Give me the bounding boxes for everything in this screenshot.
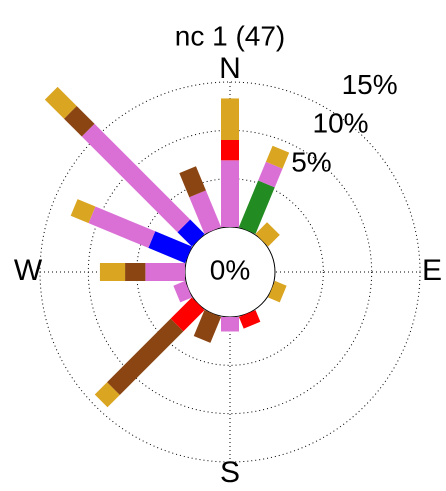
- bar-segment: [81, 123, 191, 233]
- bar-segment: [221, 140, 239, 161]
- grid-circle: [87, 129, 373, 415]
- direction-label: W: [14, 254, 43, 287]
- bar-segment: [255, 222, 280, 247]
- r-tick-label: 5%: [291, 146, 331, 177]
- bar-segment: [107, 318, 184, 395]
- direction-label: N: [219, 52, 241, 85]
- bar-segment: [148, 231, 192, 264]
- bar-segment: [193, 310, 222, 343]
- bar-segment: [88, 206, 156, 248]
- direction-label: S: [220, 456, 240, 489]
- r-tick-label: 0%: [210, 254, 250, 285]
- bar-segment: [189, 190, 222, 234]
- bar-segment: [268, 280, 287, 303]
- bar-segment: [170, 297, 205, 332]
- grid-circle: [39, 81, 421, 463]
- bar-segment: [238, 180, 275, 234]
- bar-segment: [179, 166, 206, 198]
- bar-segment: [265, 145, 290, 169]
- r-tick-label: 15%: [342, 69, 398, 100]
- chart-title: nc 1 (47): [175, 20, 286, 51]
- bar-segment: [44, 86, 77, 119]
- bar-segment: [94, 382, 120, 408]
- bar-segment: [238, 310, 261, 329]
- bar-segment: [258, 161, 283, 188]
- bar-segment: [145, 263, 186, 281]
- r-tick-label: 10%: [313, 108, 369, 139]
- direction-label: E: [422, 254, 442, 287]
- bar-segment: [221, 98, 239, 140]
- bar-segment: [177, 219, 205, 247]
- bar-segment: [221, 317, 239, 332]
- bar-segment: [173, 280, 192, 303]
- bar-segment: [63, 105, 95, 137]
- bar-segment: [70, 199, 96, 224]
- bar-segment: [125, 263, 146, 281]
- bar-segment: [221, 160, 239, 227]
- bar-segment: [99, 263, 126, 281]
